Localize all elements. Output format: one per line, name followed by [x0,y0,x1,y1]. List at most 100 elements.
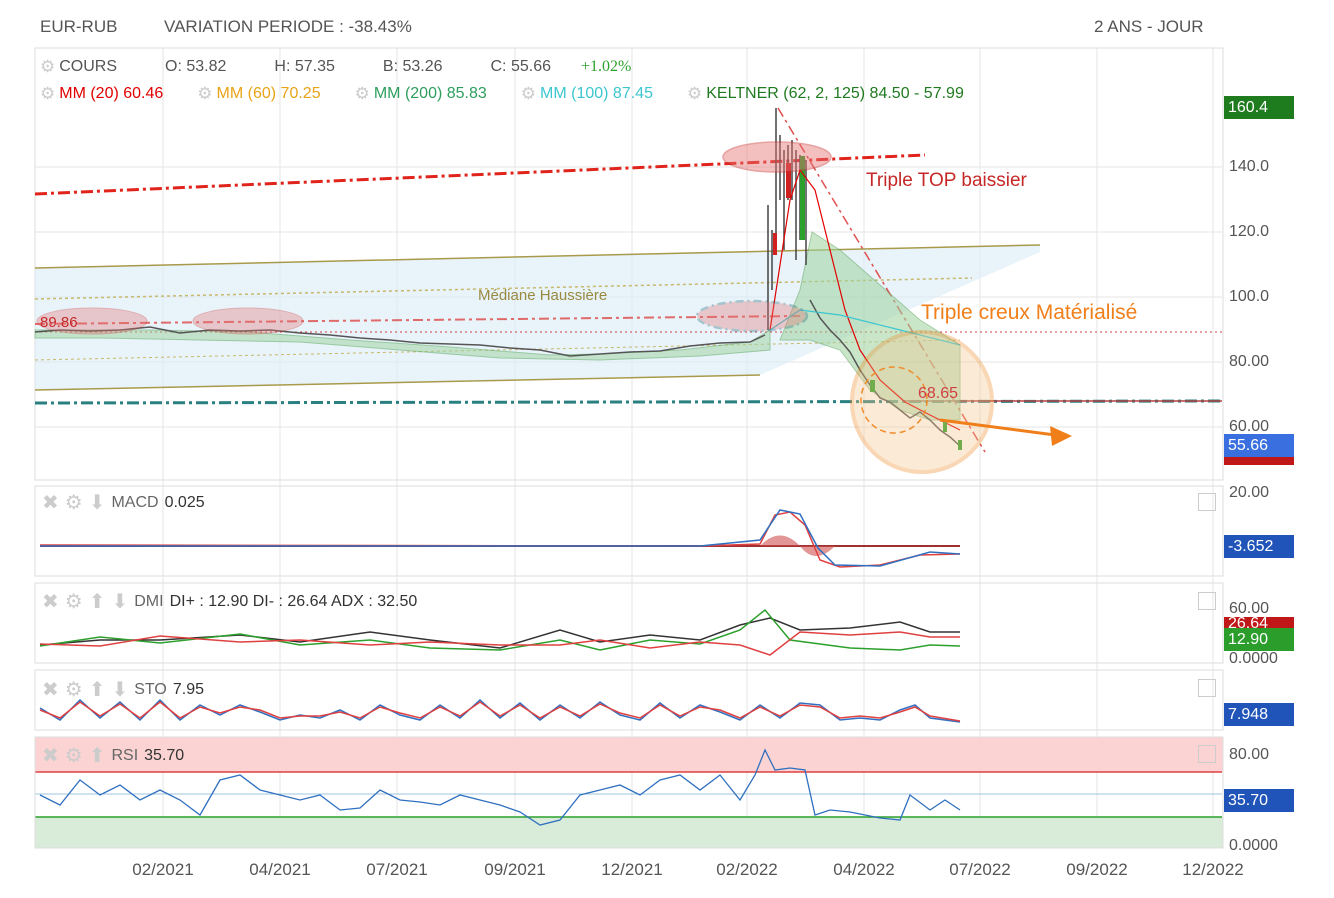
macd-line [39,511,961,568]
period-label[interactable]: 2 ANS - JOUR [1094,17,1204,36]
dmi-tick: 0.0000 [1229,650,1278,667]
sto-k [39,698,961,723]
legend-row-2: ⚙ MM (20) 60.46 ⚙ MM (60) 70.25 ⚙ MM (20… [40,84,964,104]
price-tick: 100.0 [1229,288,1270,305]
gear-icon[interactable]: ⚙ [64,745,83,767]
channel-band [35,245,1040,390]
price-last-badge: 55.66 [1224,434,1294,457]
price-tick: 80.00 [1229,353,1270,370]
x-tick: 09/2021 [484,860,546,879]
gear-icon[interactable]: ⚙ [40,57,56,76]
gear-icon[interactable]: ⚙ [197,84,213,103]
forecast-arrow [939,418,1056,437]
gear-icon[interactable]: ⚙ [686,84,703,103]
sto-badge: 7.948 [1224,703,1294,726]
dmi-plus [39,608,961,651]
legend-cours: COURS [59,58,118,75]
panel-checkbox[interactable] [1198,679,1216,697]
legend-mm200: MM (200) 85.83 [373,85,487,102]
arrow-up-icon[interactable]: ⬆ [88,745,106,767]
support-red-dashed [34,315,801,325]
price-line-right [809,299,961,447]
arrow-up-icon[interactable]: ⬆ [88,591,106,613]
legend-mm100: MM (100) 87.45 [540,85,653,102]
close-icon[interactable]: ✖ [42,591,59,613]
x-tick: 07/2022 [949,860,1011,879]
x-tick: 07/2021 [366,860,428,879]
mid-ellipse [695,299,809,333]
macd-label: ✖ ⚙ ⬇ MACD 0.025 [42,492,205,514]
legend-mm60: MM (60) 70.25 [216,85,321,102]
channel-top [34,244,1041,269]
close-icon[interactable]: ✖ [42,679,59,701]
creux-inner [860,366,928,434]
close-icon[interactable]: ✖ [42,492,59,514]
price-high-badge: 160.4 [1224,96,1294,119]
top-ellipse [722,141,832,173]
descending-trendline [777,107,986,453]
mm100-line [769,309,961,346]
symbol-title: EUR-RUB [40,17,118,36]
variation-label: VARIATION PERIODE : -38.43% [164,17,412,36]
price-line-left [34,326,766,357]
gear-icon[interactable]: ⚙ [40,84,56,103]
dmi-minus [39,631,960,656]
macd-badge: -3.652 [1224,535,1294,558]
arrow-down-icon[interactable]: ⬇ [111,679,129,701]
x-tick: 02/2021 [132,860,194,879]
legend-low: B: 53.26 [382,58,443,75]
legend-mm20: MM (20) 60.46 [59,85,164,102]
gear-icon[interactable]: ⚙ [354,84,370,103]
annotation-mediane: Médiane Haussière [478,287,607,304]
legend-open: O: 53.82 [165,58,227,75]
x-tick: 09/2022 [1066,860,1128,879]
creux-circle [850,330,994,474]
x-tick: 04/2021 [249,860,311,879]
ma-ribbon [34,329,771,361]
gear-icon[interactable]: ⚙ [64,679,83,701]
annotation-triple-top: Triple TOP baissier [866,170,1028,191]
panel-checkbox[interactable] [1198,493,1216,511]
macd-tick: 20.00 [1229,484,1270,501]
rsi-tick: 0.0000 [1229,837,1278,854]
dmi-label: ✖ ⚙ ⬆ ⬇ DMI DI+ : 12.90 DI- : 26.64 ADX … [42,591,418,613]
rsi-tick: 80.00 [1229,746,1270,763]
price-tick: 120.0 [1229,223,1270,240]
arrow-down-icon[interactable]: ⬇ [111,591,129,613]
panel-checkbox[interactable] [1198,745,1216,763]
panel-checkbox[interactable] [1198,592,1216,610]
price-tick: 140.0 [1229,158,1270,175]
gear-icon[interactable]: ⚙ [520,84,537,103]
dmi-adx [39,617,960,649]
legend-row-1: ⚙ COURS O: 53.82 H: 57.35 B: 53.26 C: 55… [40,57,631,77]
level-left-label: 89.86 [40,314,78,331]
legend-high: H: 57.35 [274,58,335,75]
arrow-down-icon[interactable]: ⬇ [88,492,106,514]
legend-close: C: 55.66 [490,58,551,75]
channel-bottom [34,374,761,391]
x-tick: 04/2022 [833,860,895,879]
close-icon[interactable]: ✖ [42,745,59,767]
gear-icon[interactable]: ⚙ [64,492,83,514]
keltner-cloud [779,231,961,421]
grid [35,48,1222,848]
price-tick: 60.00 [1229,418,1270,435]
rsi-line [39,748,961,826]
macd-signal [40,509,961,567]
channel-mid-low [34,339,961,361]
left-ellipse-2 [192,307,304,335]
annotation-triple-creux: Triple creux Matérialisé [921,301,1137,324]
x-tick: 02/2022 [716,860,778,879]
sto-d [39,701,961,722]
dmi-badge: 12.90 [1224,628,1294,651]
x-tick: 12/2021 [601,860,663,879]
rsi-badge: 35.70 [1224,789,1294,812]
mm20-line [769,168,961,431]
sto-label: ✖ ⚙ ⬆ ⬇ STO 7.95 [42,679,204,701]
arrow-up-icon[interactable]: ⬆ [88,679,106,701]
gear-icon[interactable]: ⚙ [64,591,83,613]
legend-change: +1.02% [580,58,632,75]
dmi-tick: 60.00 [1229,600,1270,617]
level-right-label: 68.65 [918,385,958,402]
